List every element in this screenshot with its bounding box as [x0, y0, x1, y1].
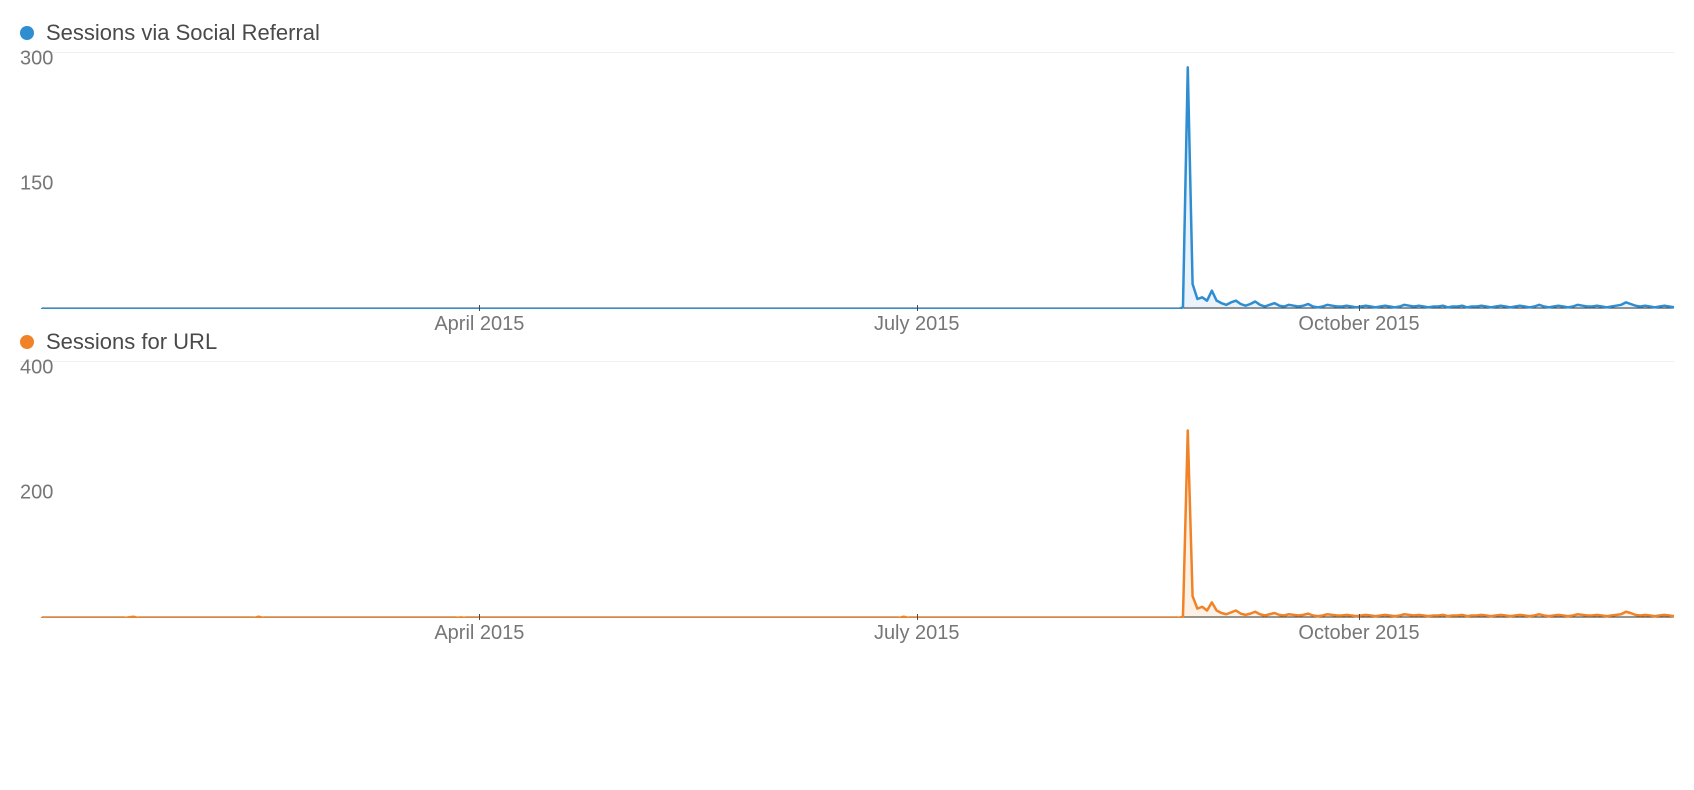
chart2-x-axis: April 2015 July 2015 October 2015	[20, 620, 1674, 648]
x-axis-tick-mark	[479, 614, 480, 620]
x-axis-tick-label: July 2015	[874, 622, 960, 645]
y-axis-tick-label: 200	[20, 482, 53, 505]
series-line	[42, 67, 1674, 309]
chart2-plot: 200400 April 2015July 2015October 2015	[20, 368, 1674, 628]
x-axis-tick-label: April 2015	[434, 622, 524, 645]
chart1-legend: Sessions via Social Referral	[20, 20, 1674, 53]
chart-sessions-for-url: Sessions for URL 200400 April 2015July 2…	[20, 329, 1674, 628]
chart2-legend-dot	[20, 335, 34, 349]
chart1-legend-label: Sessions via Social Referral	[46, 20, 320, 46]
y-axis-tick-label: 300	[20, 48, 53, 71]
x-axis-tick-mark	[917, 614, 918, 620]
chart2-legend-label: Sessions for URL	[46, 329, 217, 355]
chart-sessions-social-referral: Sessions via Social Referral 150300 Apri…	[20, 20, 1674, 319]
series-line	[42, 431, 1674, 619]
chart-svg	[20, 368, 1674, 618]
x-axis-tick-mark	[1359, 614, 1360, 620]
chart1-plot-area: 150300	[20, 59, 1674, 309]
chart1-legend-dot	[20, 26, 34, 40]
series-fill	[42, 431, 1674, 619]
x-axis-tick-mark	[479, 305, 480, 311]
series-fill	[42, 67, 1674, 309]
y-axis-tick-label: 400	[20, 357, 53, 380]
x-axis-tick-mark	[917, 305, 918, 311]
y-axis-tick-label: 150	[20, 173, 53, 196]
chart2-plot-area: 200400	[20, 368, 1674, 618]
x-axis-tick-label: October 2015	[1298, 622, 1419, 645]
chart1-plot: 150300 April 2015July 2015October 2015	[20, 59, 1674, 319]
x-axis-tick-mark	[1359, 305, 1360, 311]
chart-svg	[20, 59, 1674, 309]
chart2-legend: Sessions for URL	[20, 329, 1674, 362]
